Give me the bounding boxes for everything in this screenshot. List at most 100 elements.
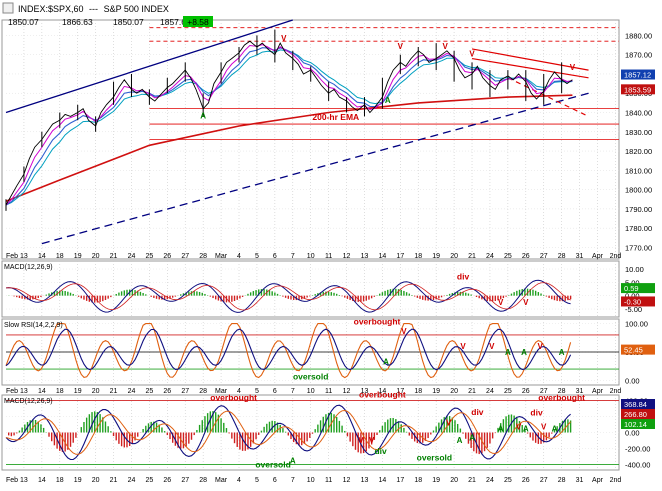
macd1-last-text: -0.30: [624, 297, 641, 306]
ohlc-low: 1850.07: [113, 17, 144, 27]
macd2-line: [5, 404, 571, 461]
date-tick-label: 12: [343, 253, 351, 260]
date-tick-label: Apr: [592, 477, 604, 484]
date-tick-label: 28: [558, 477, 566, 484]
chart-annotation: overbought: [359, 389, 406, 399]
date-tick-label: 19: [432, 388, 440, 395]
date-tick-label: 25: [504, 253, 512, 260]
date-tick-label: 27: [181, 477, 189, 484]
chart-annotation: A: [523, 425, 529, 434]
date-tick-label: 10: [307, 477, 315, 484]
date-tick-label: 17: [396, 477, 404, 484]
chart-menu-icon[interactable]: [2, 2, 14, 14]
date-tick-label: 24: [128, 388, 136, 395]
chart-annotation: 200-hr EMA: [312, 112, 359, 122]
date-tick-label: 24: [128, 477, 136, 484]
blue-trendline: [41, 92, 589, 245]
chart-annotation: V: [281, 34, 287, 43]
date-tick-label: 18: [56, 388, 64, 395]
date-tick-label: 4: [237, 253, 241, 260]
date-tick-label: 19: [74, 388, 82, 395]
date-tick-label: Apr: [592, 253, 604, 260]
date-tick-label: 18: [414, 388, 422, 395]
chart-annotation: oversold: [417, 452, 452, 462]
chart-annotation: V: [398, 42, 404, 51]
date-tick-label: 5: [255, 388, 259, 395]
date-tick-label: 27: [181, 253, 189, 260]
macd2-last-tag: [621, 409, 655, 419]
chart-annotation: A: [521, 348, 527, 357]
date-tick-label: 24: [486, 477, 494, 484]
date-tick-label: 6: [273, 477, 277, 484]
macd2-tick-label: -200.00: [625, 444, 650, 453]
date-tick-label: 14: [379, 388, 387, 395]
rsi-last-tag: [621, 344, 655, 355]
chart-annotation: A: [457, 436, 463, 445]
date-tick-label: 13: [361, 253, 369, 260]
date-tick-label: 21: [468, 388, 476, 395]
date-tick-label: 19: [432, 477, 440, 484]
rsi-tick-label: 0.00: [625, 376, 640, 385]
date-tick-label: 31: [576, 253, 584, 260]
date-tick-label: 2nd: [610, 388, 622, 395]
chart-annotation: V: [401, 327, 407, 336]
ema-mid-line: [5, 44, 573, 206]
date-tick-label: 20: [450, 477, 458, 484]
date-tick-label: 26: [163, 477, 171, 484]
date-tick-label: 20: [92, 388, 100, 395]
macd1-line: [5, 279, 571, 313]
date-tick-label: 25: [145, 253, 153, 260]
date-tick-label: 11: [325, 388, 332, 395]
chart-annotation: A: [498, 425, 504, 434]
red-trendline: [471, 48, 589, 71]
price-tick-label: 1840.00: [625, 109, 652, 118]
date-tick-label: 26: [522, 388, 530, 395]
date-tick-label: 21: [468, 253, 476, 260]
ema200-line: [5, 94, 573, 202]
date-tick-label: 12: [343, 388, 351, 395]
date-tick-label: Mar: [215, 253, 228, 260]
date-tick-label: 28: [558, 388, 566, 395]
price-tick-label: 1800.00: [625, 186, 652, 195]
date-tick-label: 21: [110, 388, 118, 395]
chart-title: INDEX:$SPX,60 --- S&P 500 INDEX: [18, 4, 169, 14]
date-tick-label: 27: [181, 388, 189, 395]
date-tick-label: 2nd: [610, 253, 622, 260]
price-tick-label: 1770.00: [625, 243, 652, 252]
date-tick-label: 5: [255, 253, 259, 260]
date-tick-label: 26: [522, 253, 530, 260]
date-tick-label: 7: [291, 477, 295, 484]
chart-annotation: V: [523, 298, 529, 307]
chart-annotation: A: [552, 425, 558, 434]
date-tick-label: 28: [199, 477, 207, 484]
chart-annotation: V: [537, 342, 543, 351]
date-tick-label: 20: [450, 388, 458, 395]
date-tick-label: 18: [414, 477, 422, 484]
chart-annotation: V: [442, 42, 448, 51]
rsi-last-text: 52.45: [624, 346, 643, 355]
macd1-last-tag: [621, 296, 655, 307]
date-tick-label: 13: [20, 388, 28, 395]
chart-annotation: V: [460, 342, 466, 351]
date-tick-label: 18: [56, 253, 64, 260]
ohlc-high: 1866.63: [62, 17, 93, 27]
rsi-tick-label: 100.00: [625, 320, 648, 329]
date-tick-label: 10: [307, 388, 315, 395]
date-tick-label: 25: [145, 388, 153, 395]
macd1-tick-label: 5.00: [625, 278, 640, 287]
last-value-text: 1853.59: [624, 85, 651, 94]
date-tick-label: 19: [432, 253, 440, 260]
macd1-tick-label: 10.00: [625, 265, 644, 274]
chart-annotation: V: [446, 418, 452, 427]
date-tick-label: 26: [522, 477, 530, 484]
date-tick-label: 31: [576, 388, 584, 395]
price-tick-label: 1870.00: [625, 51, 652, 60]
macd2-last-text: 266.80: [624, 410, 647, 419]
date-tick-label: 12: [343, 477, 351, 484]
date-tick-label: 6: [273, 388, 277, 395]
date-tick-label: 11: [325, 253, 332, 260]
date-tick-label: 21: [468, 477, 476, 484]
date-tick-label: 11: [325, 477, 332, 484]
